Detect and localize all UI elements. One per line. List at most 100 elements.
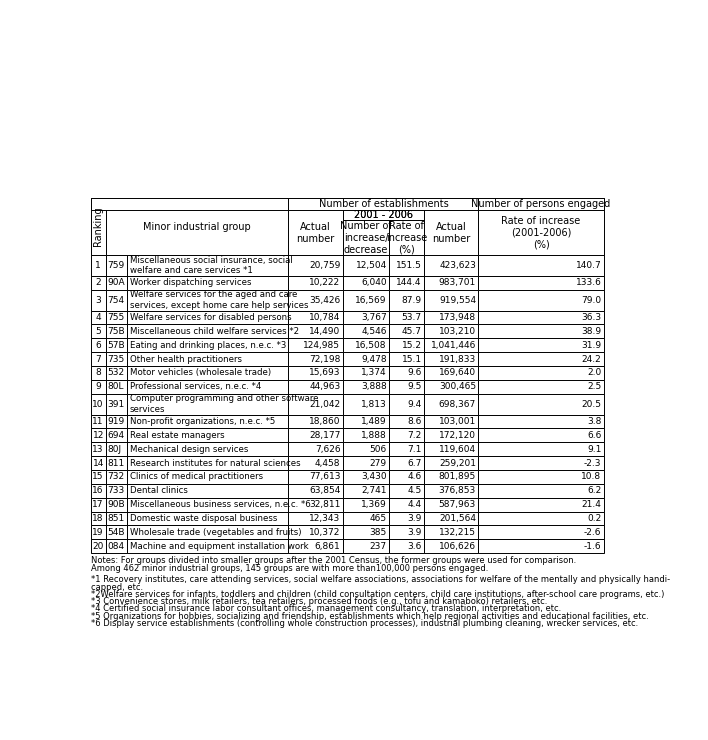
Bar [389, 366, 424, 380]
Bar [389, 324, 424, 338]
Text: 201,564: 201,564 [439, 514, 476, 523]
Bar [389, 352, 424, 366]
Text: 9.4: 9.4 [408, 400, 422, 408]
Bar [424, 484, 479, 498]
Bar [479, 394, 604, 414]
Text: 11: 11 [93, 417, 104, 426]
Text: 90B: 90B [107, 500, 125, 509]
Text: 57B: 57B [107, 340, 125, 350]
Text: 2001 - 2006: 2001 - 2006 [354, 210, 413, 221]
Bar [91, 198, 288, 210]
Bar [105, 311, 127, 324]
Text: Number of
increase/
decrease: Number of increase/ decrease [340, 221, 392, 255]
Text: 259,201: 259,201 [439, 459, 476, 468]
Bar [91, 380, 105, 394]
Bar [343, 311, 389, 324]
Bar [288, 210, 343, 221]
Text: 3.9: 3.9 [407, 528, 422, 536]
Text: 12: 12 [93, 431, 104, 440]
Bar [389, 539, 424, 553]
Bar [343, 539, 389, 553]
Text: 7.2: 7.2 [408, 431, 422, 440]
Text: 77,613: 77,613 [309, 472, 341, 482]
Text: Clinics of medical practitioners: Clinics of medical practitioners [130, 472, 263, 482]
Text: 754: 754 [107, 296, 124, 305]
Bar [424, 456, 479, 470]
Bar [105, 394, 127, 414]
Bar [91, 290, 105, 311]
Bar [288, 428, 343, 443]
Bar [424, 470, 479, 484]
Bar [479, 210, 604, 221]
Bar [343, 210, 424, 221]
Text: 084: 084 [107, 542, 124, 551]
Bar [389, 511, 424, 525]
Text: 4.6: 4.6 [408, 472, 422, 482]
Text: Wholesale trade (vegetables and fruits): Wholesale trade (vegetables and fruits) [130, 528, 301, 536]
Bar [288, 352, 343, 366]
Bar [479, 255, 604, 276]
Text: 10,784: 10,784 [309, 313, 341, 322]
Bar [91, 324, 105, 338]
Bar [343, 525, 389, 539]
Text: 2: 2 [96, 278, 101, 287]
Bar [479, 443, 604, 456]
Bar [288, 311, 343, 324]
Text: 6,040: 6,040 [361, 278, 387, 287]
Bar [91, 394, 105, 414]
Text: 10.8: 10.8 [581, 472, 602, 482]
Text: 759: 759 [107, 261, 125, 270]
Text: 423,623: 423,623 [439, 261, 476, 270]
Text: 919,554: 919,554 [439, 296, 476, 305]
Bar [479, 414, 604, 428]
Text: 2.0: 2.0 [588, 369, 602, 377]
Bar [479, 428, 604, 443]
Bar [105, 198, 288, 255]
Text: Real estate managers: Real estate managers [130, 431, 224, 440]
Bar [105, 428, 127, 443]
Text: 4.5: 4.5 [408, 486, 422, 495]
Bar [479, 525, 604, 539]
Bar [127, 414, 288, 428]
Bar [343, 366, 389, 380]
Text: 851: 851 [107, 514, 125, 523]
Bar [91, 338, 105, 352]
Text: 465: 465 [370, 514, 387, 523]
Text: *6 Display service establishments (controlling whole construction processes), in: *6 Display service establishments (contr… [91, 619, 638, 628]
Text: 1,041,446: 1,041,446 [430, 340, 476, 350]
Text: Rate of
increase
(%): Rate of increase (%) [386, 221, 427, 255]
Text: 3,430: 3,430 [361, 472, 387, 482]
Bar [105, 198, 288, 255]
Bar [343, 511, 389, 525]
Text: 9: 9 [96, 383, 101, 391]
Text: Ranking: Ranking [93, 206, 103, 246]
Text: 12,504: 12,504 [355, 261, 387, 270]
Text: 3,888: 3,888 [361, 383, 387, 391]
Bar [389, 338, 424, 352]
Text: Actual
number: Actual number [432, 222, 470, 243]
Bar [127, 511, 288, 525]
Bar [127, 394, 288, 414]
Text: Number of persons engaged: Number of persons engaged [472, 199, 611, 209]
Text: 132,215: 132,215 [439, 528, 476, 536]
Text: 7.1: 7.1 [407, 445, 422, 454]
Bar [479, 352, 604, 366]
Bar [389, 443, 424, 456]
Text: 80L: 80L [107, 383, 124, 391]
Bar [343, 484, 389, 498]
Text: 506: 506 [370, 445, 387, 454]
Text: 16: 16 [93, 486, 104, 495]
Bar [288, 221, 343, 255]
Bar [91, 470, 105, 484]
Text: Mechanical design services: Mechanical design services [130, 445, 248, 454]
Text: 38.9: 38.9 [581, 327, 602, 336]
Text: 20: 20 [93, 542, 104, 551]
Text: 13: 13 [93, 445, 104, 454]
Text: 12,343: 12,343 [309, 514, 341, 523]
Text: Other health practitioners: Other health practitioners [130, 354, 241, 363]
Bar [389, 394, 424, 414]
Text: 391: 391 [107, 400, 125, 408]
Text: 6: 6 [96, 340, 101, 350]
Text: 106,626: 106,626 [439, 542, 476, 551]
Bar [127, 498, 288, 511]
